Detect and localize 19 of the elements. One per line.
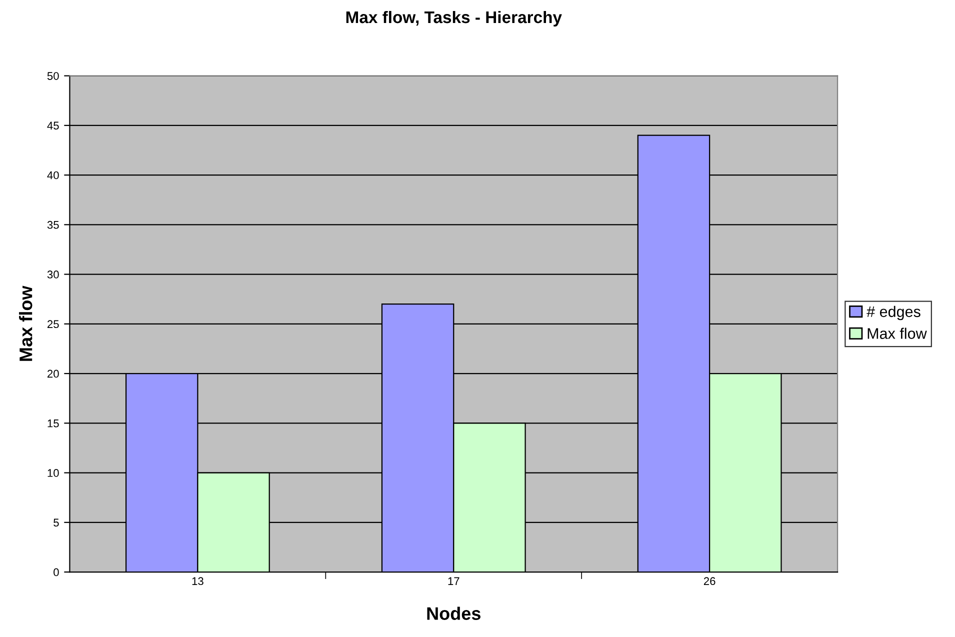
legend-label: # edges <box>866 306 920 320</box>
y-tick-label: 10 <box>48 469 59 477</box>
y-tick-label: 15 <box>48 420 59 428</box>
x-tick-label: 26 <box>704 577 716 586</box>
y-tick-label: 40 <box>47 171 59 180</box>
x-axis-title: Nodes <box>427 606 480 620</box>
x-tick-label: 17 <box>448 577 460 585</box>
y-tick-label: 20 <box>48 370 59 378</box>
y-tick-label: 30 <box>47 270 59 278</box>
x-tick-label: 13 <box>192 577 204 586</box>
y-axis-title: Max flow <box>19 286 32 361</box>
y-tick-label: 5 <box>54 518 59 527</box>
y-tick-label: 25 <box>48 320 59 328</box>
y-tick-label: 35 <box>47 220 59 229</box>
y-tick-label: 0 <box>54 568 59 576</box>
y-tick-label: 50 <box>47 72 59 80</box>
legend-label: Max flow <box>868 328 927 339</box>
chart-title: Max flow, Tasks - Hierarchy <box>346 10 562 26</box>
y-tick-label: 45 <box>47 122 59 130</box>
